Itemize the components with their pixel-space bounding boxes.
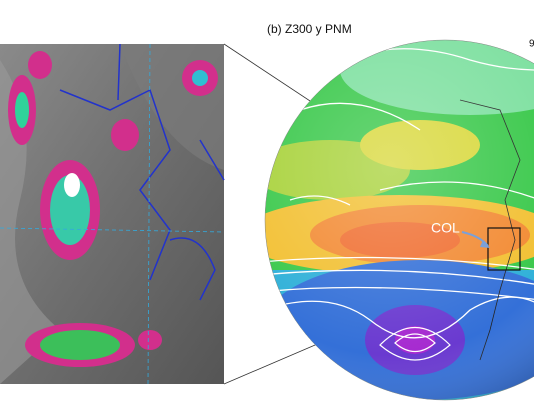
highlight-box [487,227,521,271]
globe [265,40,534,400]
arrow-head [480,240,490,248]
globe-outline [264,39,534,401]
panel-title: (b) Z300 y PNM [267,22,352,36]
satellite-image [0,43,225,385]
annotation: COL [431,220,460,236]
edge-label: 9 [529,39,534,50]
